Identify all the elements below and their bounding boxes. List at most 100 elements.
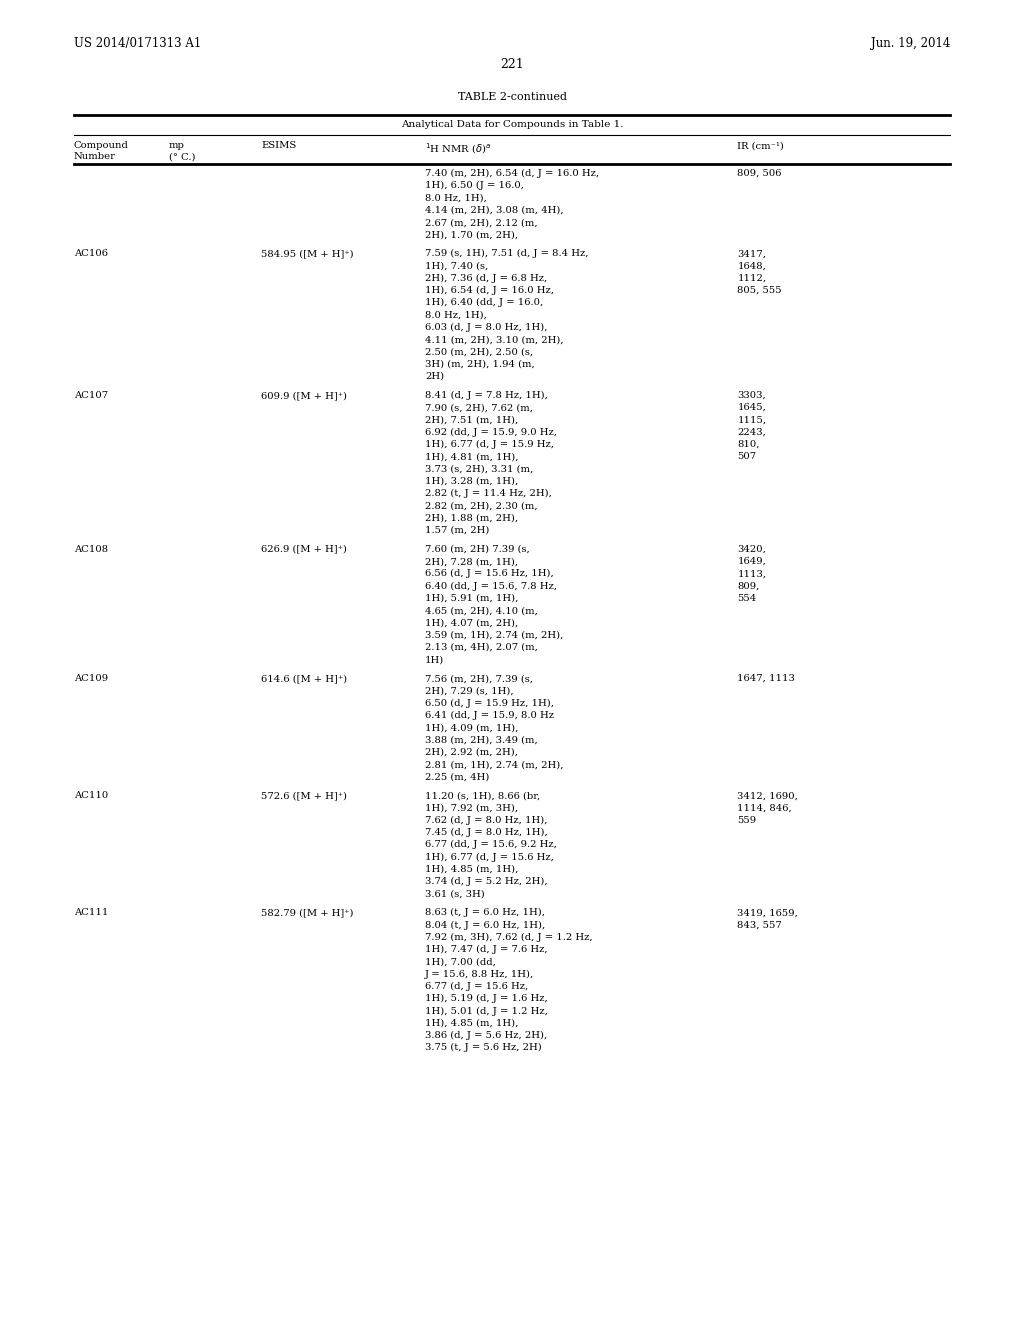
Text: AC110: AC110 [74, 791, 108, 800]
Text: 2.82 (m, 2H), 2.30 (m,: 2.82 (m, 2H), 2.30 (m, [425, 502, 538, 511]
Text: 2H), 7.29 (s, 1H),: 2H), 7.29 (s, 1H), [425, 686, 514, 696]
Text: TABLE 2-continued: TABLE 2-continued [458, 92, 566, 103]
Text: 805, 555: 805, 555 [737, 286, 782, 296]
Text: 7.56 (m, 2H), 7.39 (s,: 7.56 (m, 2H), 7.39 (s, [425, 675, 532, 684]
Text: 1H), 7.40 (s,: 1H), 7.40 (s, [425, 261, 488, 271]
Text: 7.62 (d, J = 8.0 Hz, 1H),: 7.62 (d, J = 8.0 Hz, 1H), [425, 816, 548, 825]
Text: 2H), 7.36 (d, J = 6.8 Hz,: 2H), 7.36 (d, J = 6.8 Hz, [425, 273, 547, 282]
Text: 3420,: 3420, [737, 545, 766, 554]
Text: 2.25 (m, 4H): 2.25 (m, 4H) [425, 772, 489, 781]
Text: Compound
Number: Compound Number [74, 141, 129, 161]
Text: 3419, 1659,: 3419, 1659, [737, 908, 798, 917]
Text: 11.20 (s, 1H), 8.66 (br,: 11.20 (s, 1H), 8.66 (br, [425, 791, 541, 800]
Text: 1H), 6.40 (dd, J = 16.0,: 1H), 6.40 (dd, J = 16.0, [425, 298, 543, 308]
Text: 1.57 (m, 2H): 1.57 (m, 2H) [425, 525, 489, 535]
Text: 614.6 ([M + H]⁺): 614.6 ([M + H]⁺) [261, 675, 347, 684]
Text: 507: 507 [737, 453, 757, 461]
Text: AC107: AC107 [74, 391, 108, 400]
Text: 4.65 (m, 2H), 4.10 (m,: 4.65 (m, 2H), 4.10 (m, [425, 606, 538, 615]
Text: AC108: AC108 [74, 545, 108, 554]
Text: 8.63 (t, J = 6.0 Hz, 1H),: 8.63 (t, J = 6.0 Hz, 1H), [425, 908, 545, 917]
Text: 1645,: 1645, [737, 403, 766, 412]
Text: 3H) (m, 2H), 1.94 (m,: 3H) (m, 2H), 1.94 (m, [425, 359, 535, 368]
Text: 8.0 Hz, 1H),: 8.0 Hz, 1H), [425, 310, 486, 319]
Text: IR (cm⁻¹): IR (cm⁻¹) [737, 141, 784, 150]
Text: 3.75 (t, J = 5.6 Hz, 2H): 3.75 (t, J = 5.6 Hz, 2H) [425, 1043, 542, 1052]
Text: 221: 221 [500, 58, 524, 71]
Text: Jun. 19, 2014: Jun. 19, 2014 [870, 37, 950, 50]
Text: 6.03 (d, J = 8.0 Hz, 1H),: 6.03 (d, J = 8.0 Hz, 1H), [425, 323, 548, 333]
Text: 3.74 (d, J = 5.2 Hz, 2H),: 3.74 (d, J = 5.2 Hz, 2H), [425, 876, 548, 886]
Text: 4.11 (m, 2H), 3.10 (m, 2H),: 4.11 (m, 2H), 3.10 (m, 2H), [425, 335, 563, 345]
Text: 2.81 (m, 1H), 2.74 (m, 2H),: 2.81 (m, 1H), 2.74 (m, 2H), [425, 760, 563, 770]
Text: US 2014/0171313 A1: US 2014/0171313 A1 [74, 37, 201, 50]
Text: Analytical Data for Compounds in Table 1.: Analytical Data for Compounds in Table 1… [400, 120, 624, 129]
Text: 6.77 (d, J = 15.6 Hz,: 6.77 (d, J = 15.6 Hz, [425, 982, 528, 991]
Text: 1H), 4.85 (m, 1H),: 1H), 4.85 (m, 1H), [425, 865, 518, 874]
Text: AC111: AC111 [74, 908, 109, 917]
Text: 2H), 1.70 (m, 2H),: 2H), 1.70 (m, 2H), [425, 230, 518, 239]
Text: 3.59 (m, 1H), 2.74 (m, 2H),: 3.59 (m, 1H), 2.74 (m, 2H), [425, 631, 563, 640]
Text: 584.95 ([M + H]⁺): 584.95 ([M + H]⁺) [261, 249, 353, 259]
Text: ESIMS: ESIMS [261, 141, 296, 150]
Text: 1H), 6.77 (d, J = 15.9 Hz,: 1H), 6.77 (d, J = 15.9 Hz, [425, 440, 554, 449]
Text: 1H), 4.81 (m, 1H),: 1H), 4.81 (m, 1H), [425, 453, 518, 461]
Text: 8.0 Hz, 1H),: 8.0 Hz, 1H), [425, 194, 486, 202]
Text: 3412, 1690,: 3412, 1690, [737, 791, 798, 800]
Text: 2H), 1.88 (m, 2H),: 2H), 1.88 (m, 2H), [425, 513, 518, 523]
Text: J = 15.6, 8.8 Hz, 1H),: J = 15.6, 8.8 Hz, 1H), [425, 970, 535, 979]
Text: 809, 506: 809, 506 [737, 169, 781, 178]
Text: 3417,: 3417, [737, 249, 766, 259]
Text: 1115,: 1115, [737, 416, 766, 425]
Text: 2H), 7.51 (m, 1H),: 2H), 7.51 (m, 1H), [425, 416, 518, 425]
Text: 2.67 (m, 2H), 2.12 (m,: 2.67 (m, 2H), 2.12 (m, [425, 218, 538, 227]
Text: 1H), 7.92 (m, 3H),: 1H), 7.92 (m, 3H), [425, 804, 518, 813]
Text: 1112,: 1112, [737, 273, 766, 282]
Text: 8.41 (d, J = 7.8 Hz, 1H),: 8.41 (d, J = 7.8 Hz, 1H), [425, 391, 548, 400]
Text: 1H), 7.00 (dd,: 1H), 7.00 (dd, [425, 957, 496, 966]
Text: 6.50 (d, J = 15.9 Hz, 1H),: 6.50 (d, J = 15.9 Hz, 1H), [425, 698, 554, 708]
Text: 2H), 7.28 (m, 1H),: 2H), 7.28 (m, 1H), [425, 557, 518, 566]
Text: 1H), 4.85 (m, 1H),: 1H), 4.85 (m, 1H), [425, 1019, 518, 1028]
Text: AC106: AC106 [74, 249, 108, 259]
Text: 810,: 810, [737, 440, 760, 449]
Text: 626.9 ([M + H]⁺): 626.9 ([M + H]⁺) [261, 545, 347, 554]
Text: 2H): 2H) [425, 372, 444, 381]
Text: 7.92 (m, 3H), 7.62 (d, J = 1.2 Hz,: 7.92 (m, 3H), 7.62 (d, J = 1.2 Hz, [425, 933, 593, 942]
Text: 2243,: 2243, [737, 428, 766, 437]
Text: $^1$H NMR ($\delta$)$^a$: $^1$H NMR ($\delta$)$^a$ [425, 141, 492, 156]
Text: 1114, 846,: 1114, 846, [737, 804, 792, 813]
Text: 1648,: 1648, [737, 261, 766, 271]
Text: 2.82 (t, J = 11.4 Hz, 2H),: 2.82 (t, J = 11.4 Hz, 2H), [425, 488, 552, 498]
Text: 1H), 5.01 (d, J = 1.2 Hz,: 1H), 5.01 (d, J = 1.2 Hz, [425, 1006, 548, 1015]
Text: 1647, 1113: 1647, 1113 [737, 675, 796, 684]
Text: 6.41 (dd, J = 15.9, 8.0 Hz: 6.41 (dd, J = 15.9, 8.0 Hz [425, 711, 554, 721]
Text: 554: 554 [737, 594, 757, 603]
Text: 843, 557: 843, 557 [737, 920, 782, 929]
Text: 1H), 6.50 (J = 16.0,: 1H), 6.50 (J = 16.0, [425, 181, 524, 190]
Text: AC109: AC109 [74, 675, 108, 684]
Text: 7.59 (s, 1H), 7.51 (d, J = 8.4 Hz,: 7.59 (s, 1H), 7.51 (d, J = 8.4 Hz, [425, 249, 589, 259]
Text: 7.40 (m, 2H), 6.54 (d, J = 16.0 Hz,: 7.40 (m, 2H), 6.54 (d, J = 16.0 Hz, [425, 169, 599, 178]
Text: 1H), 6.77 (d, J = 15.6 Hz,: 1H), 6.77 (d, J = 15.6 Hz, [425, 853, 554, 862]
Text: 559: 559 [737, 816, 757, 825]
Text: 1H), 4.07 (m, 2H),: 1H), 4.07 (m, 2H), [425, 618, 518, 627]
Text: 1H), 5.91 (m, 1H),: 1H), 5.91 (m, 1H), [425, 594, 518, 603]
Text: 3.73 (s, 2H), 3.31 (m,: 3.73 (s, 2H), 3.31 (m, [425, 465, 534, 474]
Text: 1H), 4.09 (m, 1H),: 1H), 4.09 (m, 1H), [425, 723, 518, 733]
Text: 3303,: 3303, [737, 391, 766, 400]
Text: 1H), 3.28 (m, 1H),: 1H), 3.28 (m, 1H), [425, 477, 518, 486]
Text: 2.50 (m, 2H), 2.50 (s,: 2.50 (m, 2H), 2.50 (s, [425, 347, 534, 356]
Text: 6.77 (dd, J = 15.6, 9.2 Hz,: 6.77 (dd, J = 15.6, 9.2 Hz, [425, 841, 557, 850]
Text: 2H), 2.92 (m, 2H),: 2H), 2.92 (m, 2H), [425, 747, 518, 756]
Text: 7.90 (s, 2H), 7.62 (m,: 7.90 (s, 2H), 7.62 (m, [425, 403, 532, 412]
Text: 7.45 (d, J = 8.0 Hz, 1H),: 7.45 (d, J = 8.0 Hz, 1H), [425, 828, 548, 837]
Text: 7.60 (m, 2H) 7.39 (s,: 7.60 (m, 2H) 7.39 (s, [425, 545, 529, 554]
Text: 1H), 6.54 (d, J = 16.0 Hz,: 1H), 6.54 (d, J = 16.0 Hz, [425, 286, 554, 296]
Text: 1H): 1H) [425, 655, 444, 664]
Text: 609.9 ([M + H]⁺): 609.9 ([M + H]⁺) [261, 391, 347, 400]
Text: 1113,: 1113, [737, 569, 766, 578]
Text: 572.6 ([M + H]⁺): 572.6 ([M + H]⁺) [261, 791, 347, 800]
Text: 2.13 (m, 4H), 2.07 (m,: 2.13 (m, 4H), 2.07 (m, [425, 643, 538, 652]
Text: 8.04 (t, J = 6.0 Hz, 1H),: 8.04 (t, J = 6.0 Hz, 1H), [425, 920, 545, 929]
